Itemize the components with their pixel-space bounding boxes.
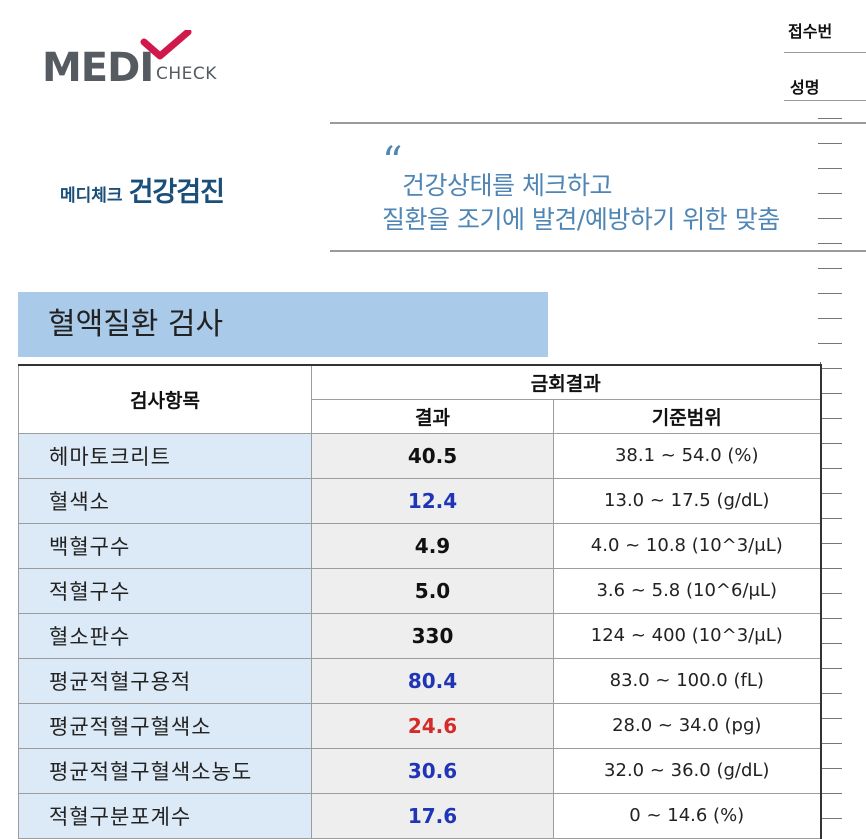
form-edge-dash (818, 468, 842, 469)
form-edge-dash (818, 293, 842, 294)
table-row: 혈소판수 330 124 ~ 400 (10^3/μL) (18, 612, 822, 659)
table-row: 혈색소 12.4 13.0 ~ 17.5 (g/dL) (18, 477, 822, 524)
reference-range: 38.1 ~ 54.0 (%) (552, 432, 822, 479)
test-result-value: 30.6 (311, 747, 554, 794)
quote-mark: “ (382, 139, 403, 185)
form-edge-dash (818, 418, 842, 419)
test-result-value: 80.4 (311, 657, 554, 704)
form-edge-dash (818, 218, 842, 219)
reference-range: 3.6 ~ 5.8 (10^6/μL) (552, 567, 822, 614)
form-edge-dash (818, 593, 842, 594)
header-result: 결과 (311, 398, 554, 434)
name-label: 성명 (790, 78, 820, 97)
reference-range: 13.0 ~ 17.5 (g/dL) (552, 477, 822, 524)
form-edge-dash (818, 518, 842, 519)
tagline-bottom-rule (330, 250, 866, 252)
slogan-line-1: 건강상태를 체크하고 (402, 171, 612, 200)
form-edge-dash (818, 368, 842, 369)
test-result-value: 17.6 (311, 792, 554, 839)
checkmark-logo-icon (140, 30, 192, 60)
reference-range: 124 ~ 400 (10^3/μL) (552, 612, 822, 659)
test-item-name: 적혈구수 (18, 567, 312, 614)
table-row: 헤마토크리트 40.5 38.1 ~ 54.0 (%) (18, 432, 822, 479)
header-divider (784, 52, 866, 53)
form-edge-dash (818, 718, 842, 719)
form-edge-dash (818, 343, 842, 344)
brand-prefix: 메디체크 (60, 186, 123, 206)
reception-number-label: 접수번 (788, 22, 833, 41)
form-edge-dash (818, 668, 842, 669)
header-divider (784, 100, 866, 101)
test-item-name: 평균적혈구혈색소 (18, 702, 312, 749)
reference-range: 32.0 ~ 36.0 (g/dL) (552, 747, 822, 794)
test-item-name: 평균적혈구용적 (18, 657, 312, 704)
test-result-value: 12.4 (311, 477, 554, 524)
form-edge-dash (818, 793, 842, 794)
form-edge-dash (818, 768, 842, 769)
form-edge-dash (818, 543, 842, 544)
header-test-item: 검사항목 (18, 364, 312, 434)
form-edge-dash (818, 118, 842, 119)
form-edge-dash (818, 818, 842, 819)
brand-subtitle: 메디체크 건강검진 (60, 170, 225, 209)
test-item-name: 적혈구분포계수 (18, 792, 312, 839)
blood-test-table: 검사항목 금회결과 결과 기준범위 헤마토크리트 40.5 38.1 ~ 54.0 … (18, 364, 822, 839)
form-edge-dash (818, 693, 842, 694)
test-result-value: 40.5 (311, 432, 554, 479)
medicheck-logo: MEDI CHECK (42, 30, 242, 90)
test-result-value: 330 (311, 612, 554, 659)
test-item-name: 혈색소 (18, 477, 312, 524)
header-current-result: 금회결과 (310, 364, 822, 400)
logo-medi-text: MEDI (42, 45, 154, 91)
test-result-value: 5.0 (311, 567, 554, 614)
test-result-value: 4.9 (311, 522, 554, 569)
table-row: 적혈구수 5.0 3.6 ~ 5.8 (10^6/μL) (18, 567, 822, 614)
test-result-value: 24.6 (311, 702, 554, 749)
table-row: 평균적혈구혈색소 24.6 28.0 ~ 34.0 (pg) (18, 702, 822, 749)
form-edge-dash (818, 143, 842, 144)
form-edge-dash (818, 618, 842, 619)
header-reference-range: 기준범위 (552, 398, 822, 434)
form-edge-dash (818, 193, 842, 194)
form-edge-dash (818, 243, 842, 244)
form-edge-dash (818, 443, 842, 444)
logo-check-text: CHECK (156, 64, 217, 84)
section-title: 혈액질환 검사 (18, 292, 548, 357)
reference-range: 4.0 ~ 10.8 (10^3/μL) (552, 522, 822, 569)
test-item-name: 혈소판수 (18, 612, 312, 659)
table-row: 평균적혈구혈색소농도 30.6 32.0 ~ 36.0 (g/dL) (18, 747, 822, 794)
form-edge-dash (818, 743, 842, 744)
tagline-top-rule (330, 122, 866, 124)
form-edge-dash (818, 168, 842, 169)
brand-title: 건강검진 (128, 177, 225, 208)
form-edge-dash (818, 643, 842, 644)
form-edge-dash (818, 318, 842, 319)
reference-range: 83.0 ~ 100.0 (fL) (552, 657, 822, 704)
slogan-line-2: 질환을 조기에 발견/예방하기 위한 맞춤 (382, 205, 780, 234)
form-edge-dash (818, 493, 842, 494)
table-row: 적혈구분포계수 17.6 0 ~ 14.6 (%) (18, 792, 822, 839)
test-item-name: 헤마토크리트 (18, 432, 312, 479)
reference-range: 28.0 ~ 34.0 (pg) (552, 702, 822, 749)
reference-range: 0 ~ 14.6 (%) (552, 792, 822, 839)
table-row: 평균적혈구용적 80.4 83.0 ~ 100.0 (fL) (18, 657, 822, 704)
form-edge-dash (818, 268, 842, 269)
test-item-name: 백혈구수 (18, 522, 312, 569)
table-row: 백혈구수 4.9 4.0 ~ 10.8 (10^3/μL) (18, 522, 822, 569)
form-edge-dash (818, 393, 842, 394)
test-item-name: 평균적혈구혈색소농도 (18, 747, 312, 794)
form-edge-dash (818, 568, 842, 569)
